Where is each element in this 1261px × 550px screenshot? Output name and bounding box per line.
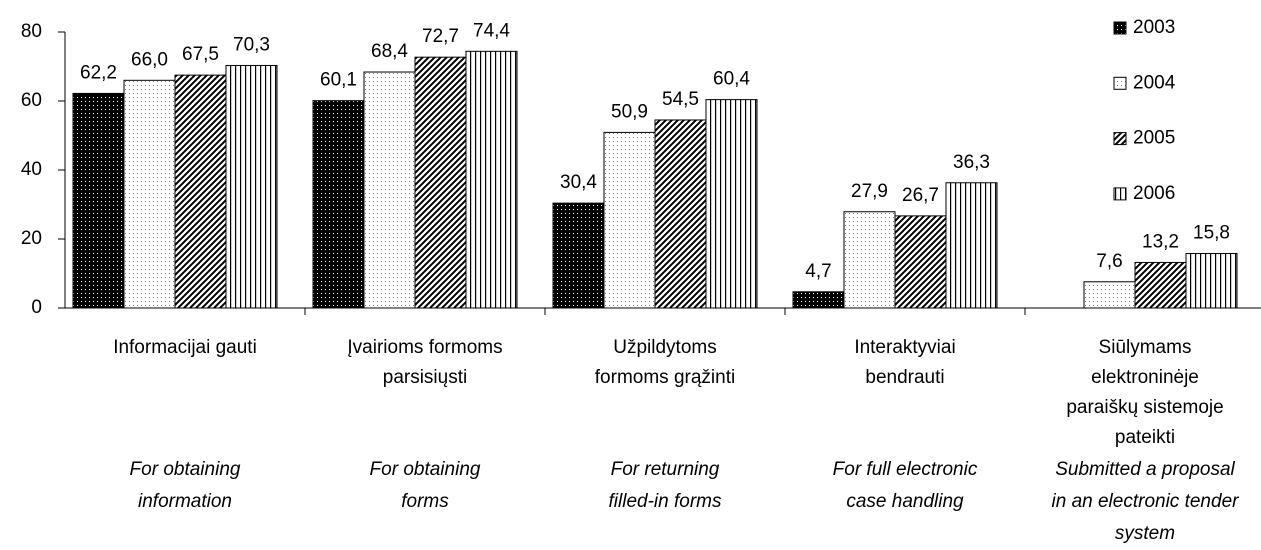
value-label: 15,8 bbox=[1193, 223, 1230, 244]
legend-swatch bbox=[1113, 132, 1127, 146]
value-label: 36,3 bbox=[953, 152, 990, 173]
bar bbox=[225, 64, 278, 309]
value-label: 7,6 bbox=[1096, 251, 1122, 272]
x-tick-label: Įvairioms formoms bbox=[347, 337, 502, 358]
value-label: 62,2 bbox=[80, 62, 117, 83]
legend-label: 2004 bbox=[1133, 72, 1176, 93]
value-label: 68,4 bbox=[371, 41, 408, 62]
value-label: 67,5 bbox=[182, 44, 219, 65]
x-tick-label: Siūlymams bbox=[1099, 337, 1192, 358]
bar bbox=[123, 79, 176, 309]
x-tick-label-en: For full electronic bbox=[833, 459, 978, 480]
value-label: 26,7 bbox=[902, 185, 939, 206]
bar bbox=[1134, 261, 1187, 309]
x-tick-label-en: Submitted a proposal bbox=[1055, 459, 1235, 480]
value-label: 50,9 bbox=[611, 101, 648, 122]
bar bbox=[312, 100, 365, 309]
y-tick-label: 80 bbox=[21, 21, 42, 42]
x-tick-label: elektroninėje bbox=[1091, 367, 1199, 388]
bar bbox=[552, 202, 605, 309]
value-label: 70,3 bbox=[233, 34, 270, 55]
value-label: 27,9 bbox=[851, 181, 888, 202]
x-tick-label-en: For obtaining bbox=[130, 459, 241, 480]
value-label: 54,5 bbox=[662, 89, 699, 110]
bar bbox=[465, 50, 518, 309]
x-tick-label: bendrauti bbox=[865, 367, 944, 388]
value-label: 72,7 bbox=[422, 26, 459, 47]
y-tick-label: 40 bbox=[21, 159, 42, 180]
x-tick-label: paraiškų sistemoje bbox=[1066, 397, 1223, 418]
value-label: 4,7 bbox=[805, 261, 831, 282]
x-tick-label-en: forms bbox=[401, 491, 449, 512]
legend-swatch bbox=[1113, 187, 1127, 201]
y-tick-label: 20 bbox=[21, 228, 42, 249]
bar bbox=[654, 119, 707, 309]
value-label: 13,2 bbox=[1142, 231, 1179, 252]
value-label: 30,4 bbox=[560, 172, 597, 193]
legend-swatch bbox=[1113, 76, 1127, 90]
legend-label: 2006 bbox=[1133, 183, 1175, 204]
x-tick-label-en: system bbox=[1115, 523, 1175, 544]
x-tick-label: Interaktyviai bbox=[854, 337, 955, 358]
bar bbox=[1185, 252, 1238, 309]
y-tick-label: 0 bbox=[31, 297, 42, 318]
x-tick-label-en: filled-in forms bbox=[609, 491, 722, 512]
x-tick-label-en: information bbox=[138, 491, 232, 512]
x-tick-label: formoms grąžinti bbox=[595, 367, 735, 388]
bar bbox=[72, 92, 125, 309]
value-label: 66,0 bbox=[131, 49, 168, 70]
bar bbox=[843, 211, 896, 309]
value-label: 74,4 bbox=[473, 20, 510, 41]
x-tick-label: Informacijai gauti bbox=[113, 337, 257, 358]
bar bbox=[174, 74, 227, 309]
bar bbox=[603, 131, 656, 309]
y-tick-label: 60 bbox=[21, 90, 42, 111]
bar bbox=[792, 291, 845, 309]
x-tick-label-en: in an electronic tender bbox=[1052, 491, 1240, 512]
x-tick-label: Užpildytoms bbox=[613, 337, 716, 358]
legend-swatch bbox=[1113, 21, 1127, 35]
value-label: 60,4 bbox=[713, 69, 750, 90]
bar bbox=[1083, 281, 1136, 309]
bar bbox=[894, 215, 947, 309]
x-tick-label: pateikti bbox=[1115, 427, 1175, 448]
legend-label: 2005 bbox=[1133, 128, 1175, 149]
bar bbox=[363, 71, 416, 309]
bar bbox=[945, 182, 998, 309]
x-tick-label-en: For returning bbox=[611, 459, 720, 480]
x-tick-label: parsisiųsti bbox=[383, 367, 467, 388]
bar bbox=[414, 56, 467, 309]
x-tick-label-en: For obtaining bbox=[370, 459, 481, 480]
value-label: 60,1 bbox=[320, 70, 357, 91]
bar bbox=[705, 99, 758, 309]
x-tick-label-en: case handling bbox=[846, 491, 964, 512]
legend-label: 2003 bbox=[1133, 17, 1175, 38]
